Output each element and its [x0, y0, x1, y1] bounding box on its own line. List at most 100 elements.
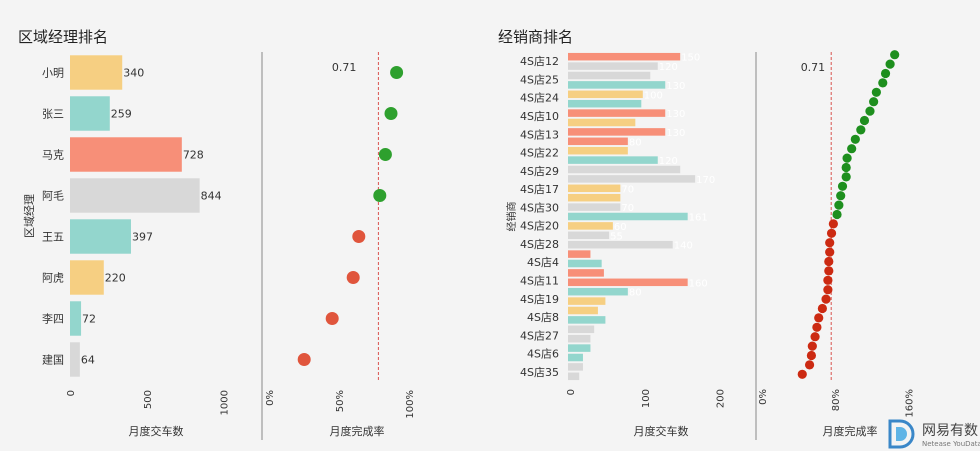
dealer-bar	[568, 306, 598, 315]
region-dot-axis-label: 月度完成率	[330, 424, 385, 438]
dealer-completion-dot	[865, 106, 875, 116]
region-bar-value-label: 728	[183, 149, 204, 162]
dealer-chart: 4S店12 4S店25 4S店24 4S店10 4S店13 4S店22 4S店29 4S店17…	[505, 50, 915, 440]
region-reference-label: 0.71	[332, 61, 357, 74]
dealer-completion-dot	[821, 294, 831, 304]
region-bar-value-label: 72	[82, 313, 96, 326]
region-category-label: 阿虎	[42, 272, 64, 285]
dealer-completion-dot	[859, 115, 870, 126]
dealer-bar-value-label: 130	[666, 128, 685, 139]
region-x-tick-label: 500	[143, 390, 154, 409]
dealer-bar	[568, 99, 642, 108]
region-bar-value-label: 397	[132, 231, 153, 244]
dealer-bar-value-label: 70	[621, 203, 634, 214]
dealer-category-label: 4S店17	[520, 182, 559, 196]
dealer-completion-dot	[825, 238, 835, 248]
dealer-bar	[568, 222, 613, 230]
region-x-tick-label: 1000	[220, 390, 231, 415]
region-category-label: 马克	[42, 149, 64, 162]
region-category-label: 张三	[42, 108, 64, 121]
dealer-bar	[568, 71, 651, 80]
dealer-dot-tick-label: 0%	[758, 389, 769, 405]
dealer-completion-dot	[869, 97, 879, 107]
dealer-completion-dot	[823, 275, 833, 285]
dealer-completion-dot	[834, 200, 844, 210]
dealer-bar-value-label: 120	[659, 156, 678, 167]
dealer-completion-dot	[812, 322, 822, 332]
dealer-bar-value-label: 80	[629, 137, 642, 148]
dealer-bar	[568, 193, 621, 202]
dealer-bar	[568, 184, 621, 193]
dealer-bar	[568, 165, 681, 174]
dealer-completion-dot	[810, 332, 820, 342]
dealer-category-label: 4S店20	[520, 219, 559, 233]
dealer-category-label: 4S店10	[520, 109, 559, 123]
dealer-bar	[568, 363, 583, 371]
dealer-y-axis-label: 经销商	[505, 202, 518, 232]
dealer-completion-dot	[814, 313, 824, 323]
dealer-dot-tick-label: 160%	[904, 389, 915, 418]
dealer-bar	[568, 278, 688, 287]
dealer-bar-value-label: 130	[666, 81, 685, 92]
dealer-completion-dot	[885, 59, 895, 69]
dealer-category-label: 4S店13	[520, 127, 559, 141]
dealer-bar-value-label: 130	[666, 109, 685, 120]
region-completion-dot	[378, 148, 392, 161]
dealer-bar	[568, 203, 621, 211]
region-completion-dot	[325, 312, 339, 325]
dealer-bar	[568, 52, 681, 61]
region-completion-dot	[352, 230, 366, 243]
dealer-completion-dot	[837, 181, 848, 191]
dealer-bar-value-label: 120	[659, 62, 678, 73]
dealer-category-label: 4S店24	[520, 91, 559, 105]
dealer-category-label: 4S店4	[527, 255, 559, 269]
region-bar	[70, 301, 82, 336]
dealer-completion-dot	[824, 266, 834, 276]
dealer-bar	[568, 231, 610, 240]
dealer-bar	[568, 137, 628, 146]
region-bar	[70, 96, 110, 131]
region-completion-dot	[346, 271, 360, 284]
region-x-axis-label: 月度交车数	[129, 424, 184, 438]
dealer-bar-value-label: 80	[629, 288, 642, 299]
dealer-bar	[568, 344, 591, 352]
region-bar	[70, 178, 200, 213]
dealer-completion-dot	[832, 209, 842, 220]
region-dot-tick-label: 100%	[405, 390, 416, 419]
dealer-completion-dot	[841, 172, 851, 182]
region-bar	[70, 219, 131, 254]
dealer-category-label: 4S店11	[520, 273, 559, 287]
region-y-axis-label: 区域经理	[23, 194, 36, 238]
dealer-bar	[568, 269, 604, 277]
dealer-bar	[568, 146, 628, 155]
dealer-category-label: 4S店28	[520, 237, 559, 251]
dealer-bar	[568, 109, 666, 117]
dealer-completion-dot	[880, 68, 891, 79]
dealer-x-tick-label: 0	[566, 389, 577, 395]
region-bar-value-label: 844	[201, 190, 222, 203]
dealer-completion-dot	[878, 78, 888, 88]
region-bar	[70, 342, 80, 377]
logo-mark-inner-icon	[896, 427, 907, 441]
dealer-bar-value-label: 100	[644, 90, 663, 101]
dealer-completion-dot	[828, 219, 838, 229]
logo-subtitle: Netease YouData	[922, 440, 980, 448]
dealer-bar	[568, 250, 591, 258]
dealer-x-axis-label: 月度交车数	[634, 424, 689, 438]
region-dot-tick-label: 50%	[335, 390, 346, 412]
region-dot-tick-label: 0%	[265, 390, 276, 406]
region-category-label: 建国	[42, 353, 64, 367]
dealer-completion-dot	[841, 162, 851, 173]
region-bar-value-label: 340	[123, 67, 144, 80]
dealer-completion-dot	[847, 144, 857, 154]
logo-name: 网易有数	[922, 423, 978, 439]
dealer-category-label: 4S店22	[520, 146, 559, 160]
dealer-bar	[568, 128, 666, 136]
region-bar-value-label: 64	[81, 354, 95, 367]
dealer-completion-dot	[850, 134, 860, 144]
dealer-bar	[568, 259, 602, 268]
dealer-category-label: 4S店12	[520, 54, 559, 68]
netease-youdata-logo: 网易有数 Netease YouData	[888, 419, 980, 449]
dealer-category-label: 4S店8	[527, 310, 559, 324]
